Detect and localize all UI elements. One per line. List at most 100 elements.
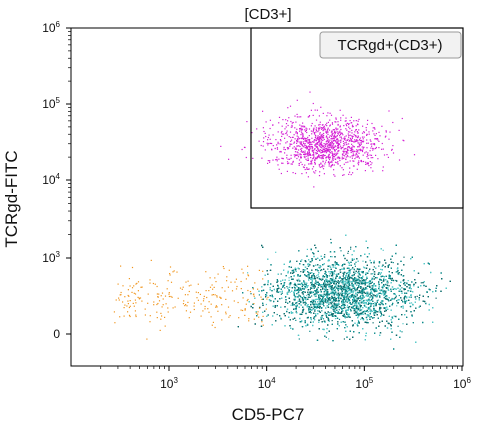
event-point	[300, 134, 302, 136]
event-point	[319, 166, 321, 168]
event-point	[302, 136, 304, 138]
event-point	[315, 135, 317, 137]
event-point	[349, 280, 351, 282]
event-point	[294, 138, 296, 140]
event-point	[323, 165, 325, 167]
event-point	[363, 140, 365, 142]
event-point	[275, 139, 277, 141]
event-point	[281, 162, 283, 164]
event-point	[322, 156, 324, 158]
event-point	[347, 131, 350, 133]
event-point	[368, 131, 370, 133]
event-point	[329, 152, 332, 154]
event-point	[361, 139, 363, 142]
event-point	[322, 130, 324, 132]
event-point	[296, 140, 298, 142]
event-point	[310, 154, 312, 156]
event-point	[333, 147, 335, 149]
event-point	[387, 156, 389, 158]
event-point	[316, 136, 318, 138]
event-point	[385, 135, 387, 137]
event-point	[300, 271, 302, 273]
event-point	[317, 137, 319, 139]
event-point	[346, 154, 349, 156]
event-point	[276, 147, 278, 149]
event-point	[319, 137, 322, 139]
event-point	[354, 158, 356, 160]
event-point	[340, 280, 342, 282]
event-point	[324, 161, 327, 163]
event-point	[304, 139, 306, 141]
event-point	[294, 148, 296, 150]
event-point	[356, 140, 358, 142]
event-point	[319, 270, 322, 272]
event-point	[342, 146, 344, 149]
event-point	[342, 279, 344, 281]
event-point	[401, 287, 403, 289]
event-point	[349, 160, 351, 162]
event-point	[389, 131, 391, 133]
event-point	[314, 145, 316, 147]
event-point	[357, 142, 359, 144]
event-point	[335, 148, 337, 150]
event-point	[289, 131, 292, 133]
event-point	[319, 146, 322, 148]
event-point	[317, 148, 320, 150]
event-point	[310, 307, 312, 309]
event-point	[296, 99, 298, 101]
event-point	[363, 132, 365, 134]
event-point	[296, 148, 298, 150]
event-point	[328, 159, 331, 161]
event-point	[331, 140, 333, 142]
event-point	[334, 134, 336, 136]
event-point	[329, 143, 331, 145]
event-point	[310, 143, 312, 145]
event-point	[325, 336, 327, 338]
event-point	[334, 292, 336, 294]
event-point	[286, 154, 288, 156]
event-point	[334, 161, 337, 163]
event-point	[321, 150, 323, 152]
event-point	[319, 155, 321, 157]
event-point	[301, 132, 303, 134]
event-point	[396, 302, 399, 304]
event-point	[339, 136, 341, 138]
event-point	[359, 148, 362, 150]
event-point	[350, 139, 352, 142]
event-point	[311, 168, 314, 170]
event-point	[287, 124, 289, 127]
event-point	[287, 163, 289, 165]
event-point	[303, 146, 305, 148]
event-point	[269, 160, 271, 162]
event-point	[348, 134, 350, 137]
event-point	[296, 151, 298, 153]
event-point	[371, 143, 373, 145]
event-point	[353, 140, 355, 143]
event-point	[305, 158, 307, 160]
event-point	[344, 144, 346, 146]
event-point	[300, 125, 302, 127]
event-point	[345, 117, 347, 119]
event-point	[329, 156, 331, 158]
event-point	[320, 134, 322, 136]
event-point	[326, 148, 328, 150]
event-point	[279, 151, 281, 153]
event-point	[358, 145, 360, 147]
event-point	[316, 156, 318, 158]
event-point	[345, 128, 347, 130]
event-point	[283, 146, 285, 148]
event-point	[348, 123, 350, 125]
event-point	[311, 137, 313, 139]
event-point	[322, 148, 324, 150]
event-point	[336, 157, 338, 159]
event-point	[375, 138, 377, 140]
event-point	[335, 158, 337, 160]
event-point	[319, 127, 321, 130]
event-point	[312, 147, 314, 149]
event-point	[356, 155, 358, 157]
event-point	[333, 309, 335, 311]
event-point	[402, 139, 404, 141]
event-point	[363, 136, 365, 138]
event-point	[325, 147, 327, 149]
event-point	[289, 144, 291, 146]
